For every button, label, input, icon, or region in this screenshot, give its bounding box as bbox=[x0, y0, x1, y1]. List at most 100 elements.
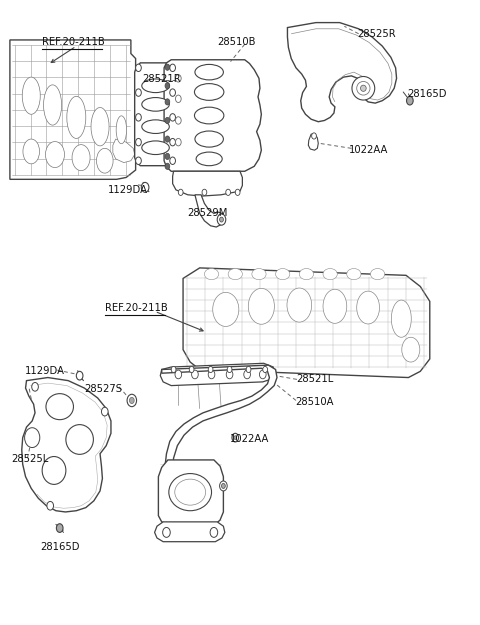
Ellipse shape bbox=[228, 269, 242, 279]
Text: 28529M: 28529M bbox=[187, 208, 227, 218]
Circle shape bbox=[56, 524, 63, 532]
Circle shape bbox=[130, 398, 134, 404]
Ellipse shape bbox=[195, 131, 223, 147]
Polygon shape bbox=[183, 268, 430, 378]
Ellipse shape bbox=[91, 107, 109, 146]
Polygon shape bbox=[155, 522, 225, 542]
Polygon shape bbox=[195, 195, 223, 227]
Polygon shape bbox=[113, 139, 135, 162]
Circle shape bbox=[176, 138, 181, 146]
Circle shape bbox=[170, 138, 176, 146]
Ellipse shape bbox=[352, 76, 375, 100]
Ellipse shape bbox=[357, 291, 380, 324]
Ellipse shape bbox=[42, 456, 66, 484]
Circle shape bbox=[141, 182, 149, 192]
Ellipse shape bbox=[169, 474, 212, 511]
Circle shape bbox=[101, 408, 108, 416]
Ellipse shape bbox=[66, 424, 94, 454]
Ellipse shape bbox=[46, 141, 64, 168]
Circle shape bbox=[47, 501, 54, 510]
Ellipse shape bbox=[300, 269, 313, 279]
Text: 28521R: 28521R bbox=[143, 74, 181, 84]
Ellipse shape bbox=[116, 116, 127, 144]
Ellipse shape bbox=[24, 428, 40, 448]
Circle shape bbox=[208, 366, 213, 372]
Polygon shape bbox=[173, 171, 242, 196]
Ellipse shape bbox=[213, 292, 239, 326]
Circle shape bbox=[127, 394, 137, 407]
Circle shape bbox=[192, 370, 198, 379]
Circle shape bbox=[170, 114, 176, 121]
Circle shape bbox=[210, 528, 218, 538]
Circle shape bbox=[235, 189, 240, 196]
Ellipse shape bbox=[142, 141, 169, 154]
Circle shape bbox=[171, 366, 176, 372]
Ellipse shape bbox=[357, 81, 370, 95]
Text: 1129DA: 1129DA bbox=[24, 366, 65, 376]
Circle shape bbox=[260, 370, 266, 379]
Ellipse shape bbox=[204, 269, 219, 279]
Circle shape bbox=[165, 82, 170, 89]
Ellipse shape bbox=[391, 300, 411, 338]
Circle shape bbox=[170, 157, 176, 164]
Circle shape bbox=[189, 366, 194, 372]
Polygon shape bbox=[164, 60, 261, 171]
Circle shape bbox=[244, 370, 251, 379]
Text: 28525R: 28525R bbox=[358, 29, 396, 39]
Circle shape bbox=[175, 370, 181, 379]
Text: 28521L: 28521L bbox=[296, 374, 333, 384]
Text: 28165D: 28165D bbox=[40, 542, 79, 552]
Circle shape bbox=[165, 118, 170, 124]
Text: 1022AA: 1022AA bbox=[229, 434, 269, 444]
Ellipse shape bbox=[142, 98, 169, 111]
Circle shape bbox=[163, 528, 170, 538]
Text: 28165D: 28165D bbox=[408, 89, 447, 99]
Text: 28527S: 28527S bbox=[84, 384, 122, 394]
Ellipse shape bbox=[195, 64, 223, 80]
Polygon shape bbox=[288, 22, 396, 122]
Circle shape bbox=[165, 136, 170, 142]
Ellipse shape bbox=[323, 269, 337, 279]
Ellipse shape bbox=[67, 96, 86, 138]
Polygon shape bbox=[158, 460, 223, 524]
Circle shape bbox=[136, 64, 141, 71]
Ellipse shape bbox=[142, 120, 169, 134]
Text: 28510A: 28510A bbox=[295, 398, 334, 408]
Ellipse shape bbox=[323, 289, 347, 323]
Circle shape bbox=[208, 370, 215, 379]
Ellipse shape bbox=[347, 269, 361, 279]
Circle shape bbox=[136, 114, 141, 121]
Ellipse shape bbox=[402, 338, 420, 362]
Circle shape bbox=[179, 189, 183, 196]
Circle shape bbox=[232, 433, 239, 442]
Polygon shape bbox=[22, 378, 111, 512]
Ellipse shape bbox=[22, 77, 40, 114]
Ellipse shape bbox=[72, 144, 90, 171]
Ellipse shape bbox=[194, 84, 224, 101]
Ellipse shape bbox=[196, 152, 222, 166]
Polygon shape bbox=[160, 363, 274, 386]
Circle shape bbox=[263, 366, 267, 372]
Polygon shape bbox=[10, 40, 136, 179]
Ellipse shape bbox=[142, 79, 169, 92]
Circle shape bbox=[165, 163, 170, 169]
Circle shape bbox=[170, 89, 176, 96]
Circle shape bbox=[176, 95, 181, 102]
Ellipse shape bbox=[248, 288, 275, 324]
Circle shape bbox=[219, 217, 223, 222]
Circle shape bbox=[170, 64, 176, 71]
Ellipse shape bbox=[46, 394, 73, 419]
Ellipse shape bbox=[252, 269, 266, 279]
Circle shape bbox=[165, 99, 170, 105]
Circle shape bbox=[217, 214, 226, 225]
Circle shape bbox=[176, 74, 181, 82]
Circle shape bbox=[226, 370, 233, 379]
Ellipse shape bbox=[96, 148, 113, 173]
Ellipse shape bbox=[371, 269, 384, 279]
Polygon shape bbox=[162, 365, 277, 477]
Circle shape bbox=[136, 89, 141, 96]
Circle shape bbox=[202, 189, 207, 196]
Circle shape bbox=[136, 138, 141, 146]
Circle shape bbox=[165, 153, 170, 159]
Circle shape bbox=[165, 64, 170, 70]
